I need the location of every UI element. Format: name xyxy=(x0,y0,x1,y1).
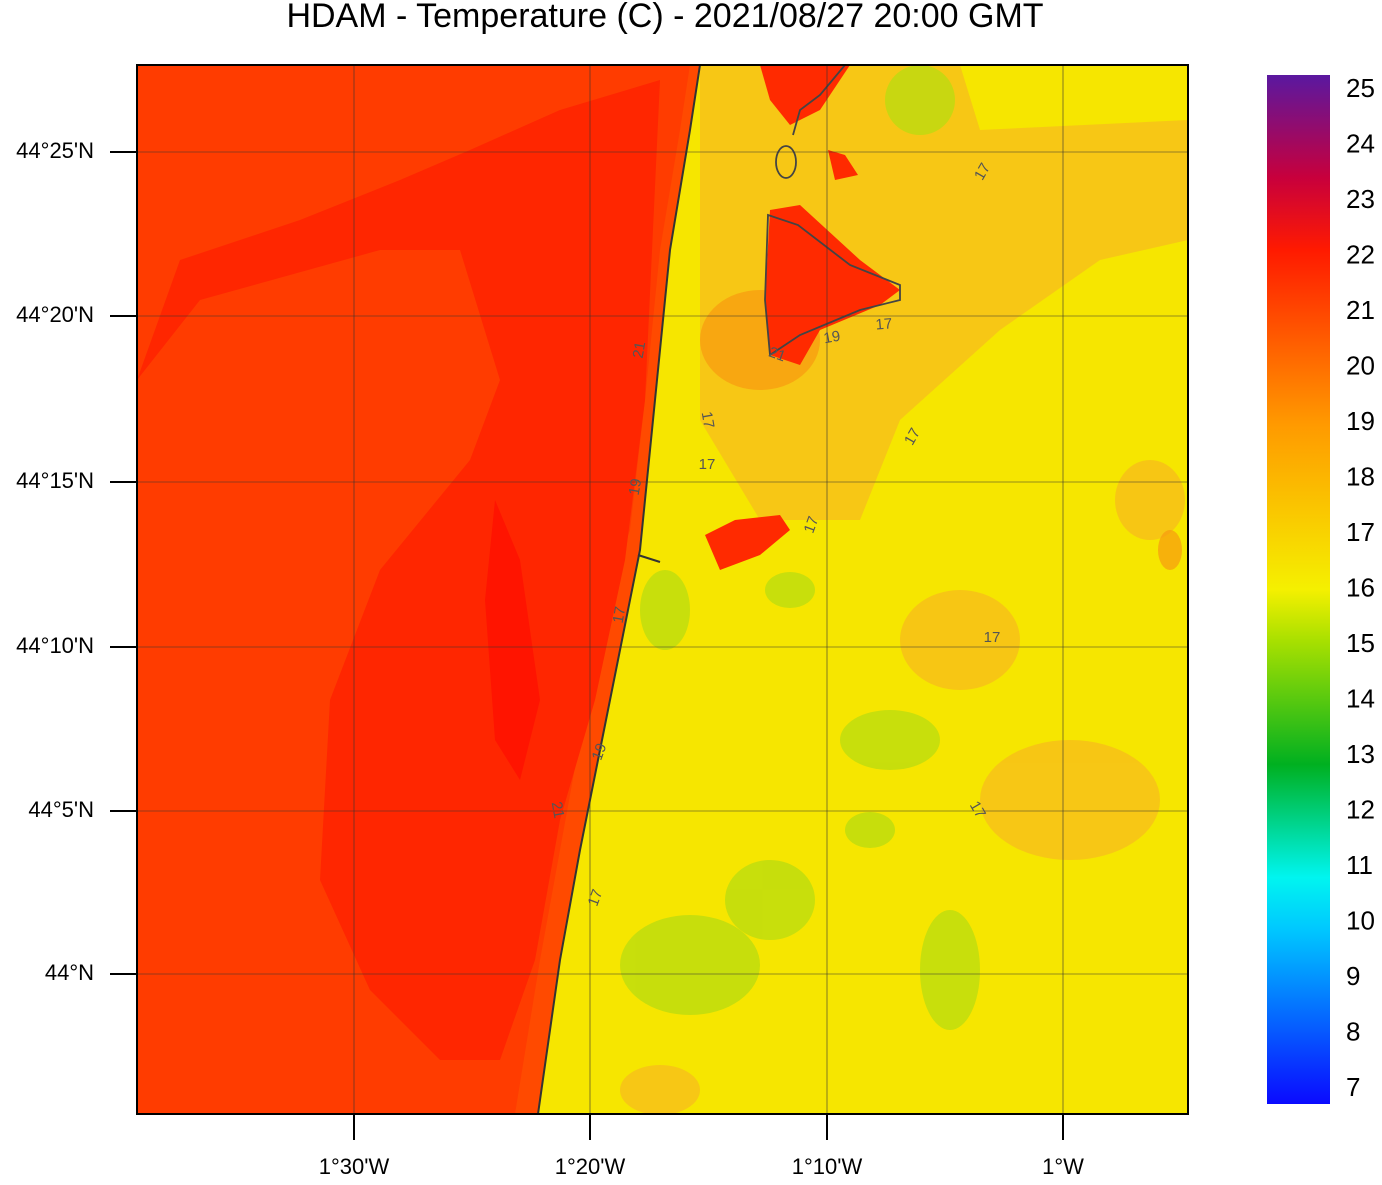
lat-label: 44°20'N xyxy=(16,302,94,327)
contour-label: 17 xyxy=(585,887,607,908)
graticule xyxy=(137,65,1188,1114)
lon-label: 1°W xyxy=(1042,1154,1084,1179)
colorbar-label: 18 xyxy=(1346,461,1375,491)
contour-label: 21 xyxy=(766,344,787,366)
contour-label: 17 xyxy=(610,605,630,624)
lat-label: 44°15'N xyxy=(16,468,94,493)
contour-label: 17 xyxy=(801,514,823,535)
colorbar-label: 11 xyxy=(1346,850,1373,880)
colorbar-label: 23 xyxy=(1346,184,1375,214)
contour-label: 19 xyxy=(626,477,646,496)
title: HDAM - Temperature (C) - 2021/08/27 20:0… xyxy=(286,0,1043,35)
lon-label: 1°30'W xyxy=(319,1154,390,1179)
colorbar-label: 10 xyxy=(1346,905,1375,935)
colorbar-label: 22 xyxy=(1346,239,1375,269)
colorbar-label: 25 xyxy=(1346,73,1375,103)
colorbar-label: 24 xyxy=(1346,128,1375,158)
colorbar-label: 16 xyxy=(1346,572,1375,602)
colorbar-label: 8 xyxy=(1346,1016,1360,1046)
contour-label: 19 xyxy=(822,328,841,348)
lat-label: 44°10'N xyxy=(16,633,94,658)
contour-label: 17 xyxy=(971,160,994,183)
lat-label: 44°N xyxy=(45,960,94,985)
colorbar-label: 17 xyxy=(1346,517,1375,547)
map-frame xyxy=(136,64,1189,1115)
colorbar-label: 15 xyxy=(1346,628,1375,658)
contour-label: 21 xyxy=(630,340,650,359)
contour-label: 17 xyxy=(698,410,718,429)
contour-label: 17 xyxy=(966,798,989,821)
colorbar-label: 14 xyxy=(1346,683,1375,713)
colorbar-label: 21 xyxy=(1346,295,1375,325)
colorbar-label: 20 xyxy=(1346,350,1375,380)
lon-label: 1°20'W xyxy=(555,1154,626,1179)
contour-label: 21 xyxy=(548,800,568,819)
contour-label: 19 xyxy=(589,741,611,762)
lon-label: 1°10'W xyxy=(792,1154,863,1179)
colorbar-label: 12 xyxy=(1346,794,1375,824)
contour-label: 17 xyxy=(901,425,924,448)
lat-label: 44°25'N xyxy=(16,138,94,163)
colorbar-label: 13 xyxy=(1346,739,1375,769)
contour-label: 17 xyxy=(875,315,893,333)
contour-label: 17 xyxy=(984,629,1001,646)
colorbar xyxy=(1267,75,1330,1104)
colorbar-label: 7 xyxy=(1346,1072,1360,1102)
lat-label: 44°5'N xyxy=(28,797,94,822)
colorbar-label: 9 xyxy=(1346,961,1360,991)
temperature-field: 17 21 19 17 21 17 17 17 19 17 17 17 19 21 17 17 xyxy=(137,65,1188,1114)
colorbar-label: 19 xyxy=(1346,406,1375,436)
contour-label: 17 xyxy=(699,456,716,473)
